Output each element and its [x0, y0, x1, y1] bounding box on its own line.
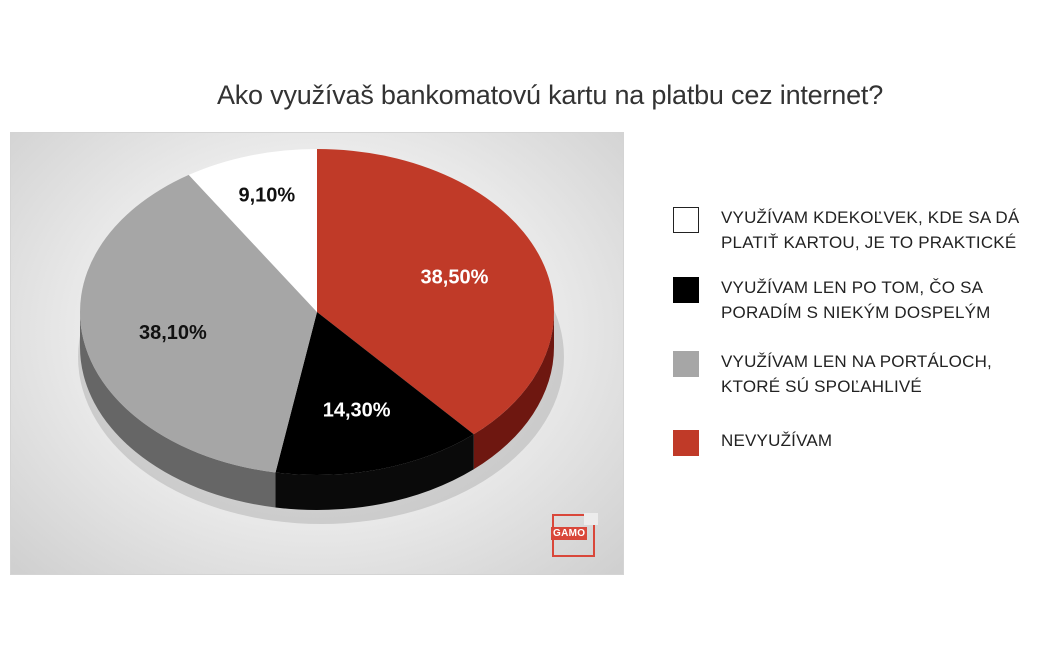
pie-side-0 — [473, 312, 554, 470]
legend-label: NEVYUŽÍVAM — [721, 431, 833, 450]
legend-swatch-black — [673, 277, 699, 303]
slice-label-2: 38,10% — [139, 322, 207, 344]
pie-slice-2 — [79, 174, 318, 473]
legend-swatch-white — [673, 207, 699, 233]
legend-swatch-red — [673, 430, 699, 456]
legend-label: VYUŽÍVAM LEN PO TOM, ČO SA PORADÍM S NIE… — [721, 278, 991, 322]
legend-label: VYUŽÍVAM LEN NA PORTÁLOCH, KTORÉ SÚ SPOĽ… — [721, 352, 992, 396]
legend-label: VYUŽÍVAM KDEKOĽVEK, KDE SA DÁ PLATIŤ KAR… — [721, 208, 1020, 252]
pie-slice-1 — [275, 312, 474, 475]
pie-side-2 — [80, 312, 276, 508]
pie-slice-0 — [317, 149, 554, 435]
slice-label-1: 14,30% — [323, 399, 391, 421]
pie-side-1 — [275, 434, 474, 510]
pie-slice-3 — [188, 149, 317, 312]
chart-title: Ako využívaš bankomatovú kartu na platbu… — [216, 80, 884, 110]
legend-swatch-gray — [673, 351, 699, 377]
slice-label-3: 9,10% — [239, 185, 296, 207]
gamo-logo: GAMO — [551, 513, 598, 557]
logo-text: GAMO — [551, 527, 588, 540]
chart-panel: 38,50% 14,30% 38,10% 9,10% GAMO — [10, 132, 624, 575]
slice-label-0: 38,50% — [421, 266, 489, 288]
pie-chart: 38,50% 14,30% 38,10% 9,10% — [78, 149, 564, 524]
